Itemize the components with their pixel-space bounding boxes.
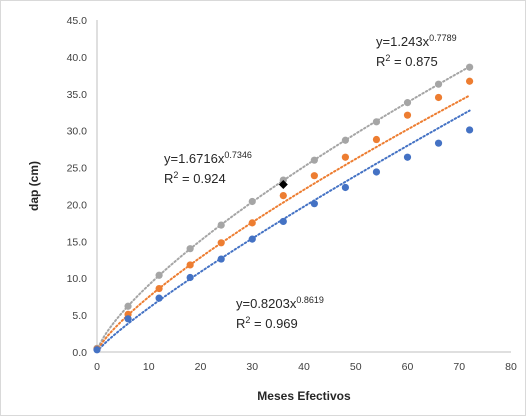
data-point-series-1 <box>341 153 349 161</box>
x-tick-label: 50 <box>350 361 362 373</box>
r2-text-orange: R2 = 0.875 <box>376 53 438 69</box>
axes <box>96 20 511 353</box>
data-point-series-1 <box>155 284 163 293</box>
data-point-series-1 <box>310 172 318 180</box>
data-point-series-1 <box>403 111 412 119</box>
y-tick-label: 5.0 <box>72 310 87 322</box>
data-point-series-2 <box>217 255 225 263</box>
data-point-series-0 <box>466 63 474 71</box>
data-point-series-2 <box>186 273 194 282</box>
data-point-series-2 <box>466 126 474 134</box>
y-tick-label: 15.0 <box>67 236 88 248</box>
y-tick-label: 35.0 <box>67 89 88 101</box>
data-point-series-1 <box>217 239 225 247</box>
data-point-series-1 <box>186 261 194 269</box>
r2-text-grey: R2 = 0.924 <box>164 170 226 186</box>
data-point-series-0 <box>217 221 225 229</box>
data-point-series-2 <box>434 139 443 147</box>
data-point-series-2 <box>341 183 349 192</box>
data-point-series-1 <box>248 219 256 227</box>
y-tick-label: 40.0 <box>67 52 88 64</box>
x-tick-label: 60 <box>402 361 414 373</box>
data-point-series-2 <box>279 217 287 226</box>
y-tick-label: 45.0 <box>67 15 88 27</box>
data-point-series-0 <box>310 156 318 164</box>
y-tick-label: 25.0 <box>67 163 88 175</box>
data-point-series-2 <box>155 294 163 302</box>
data-point-series-0 <box>403 99 412 107</box>
x-tick-label: 40 <box>298 361 310 373</box>
y-tick-label: 20.0 <box>67 199 88 211</box>
x-tick-label: 10 <box>143 361 155 373</box>
y-tick-label: 0.0 <box>72 347 87 359</box>
highlight-diamond-point <box>278 180 288 190</box>
equation-text-orange: y=1.243x0.7789 <box>376 33 457 49</box>
data-point-series-2 <box>124 315 132 323</box>
data-point-series-0 <box>372 118 381 126</box>
y-tick-label: 30.0 <box>67 126 88 138</box>
data-point-series-1 <box>279 191 287 200</box>
data-point-series-2 <box>310 200 318 208</box>
x-tick-label: 70 <box>453 361 465 373</box>
data-points <box>93 63 474 354</box>
x-tick-label: 80 <box>505 361 517 373</box>
r2-text-blue: R2 = 0.969 <box>236 315 298 331</box>
equation-text-grey: y=1.6716x0.7346 <box>164 150 252 166</box>
data-point-series-0 <box>434 80 443 88</box>
data-point-series-1 <box>434 93 443 102</box>
data-point-series-0 <box>341 136 349 144</box>
data-point-series-2 <box>93 346 101 354</box>
x-tick-label: 0 <box>94 361 100 373</box>
y-tick-labels: 0.0 5.0 10.0 15.0 20.0 25.0 30.0 35.0 40.0 45.0 <box>67 15 88 359</box>
x-tick-label: 30 <box>246 361 258 373</box>
equation-annotation-orange: y=1.243x0.7789 R2 = 0.875 <box>376 33 457 69</box>
data-point-series-1 <box>466 77 474 85</box>
x-tick-label: 20 <box>195 361 207 373</box>
x-axis-title: Meses Efectivos <box>257 389 351 403</box>
data-point-series-0 <box>124 302 132 310</box>
data-point-series-2 <box>372 168 381 176</box>
equation-annotation-grey: y=1.6716x0.7346 R2 = 0.924 <box>164 150 252 186</box>
data-point-series-0 <box>155 271 163 279</box>
y-axis-title: dap (cm) <box>27 161 41 211</box>
data-point-series-2 <box>248 235 256 243</box>
equation-annotation-blue: y=0.8203x0.8619 R2 = 0.969 <box>236 295 324 331</box>
data-point-series-1 <box>372 135 381 144</box>
data-point-series-2 <box>403 153 412 161</box>
data-point-series-0 <box>248 197 256 206</box>
x-tick-labels: 0 10 20 30 40 50 60 70 80 <box>94 361 517 373</box>
data-point-series-0 <box>186 245 194 253</box>
equation-text-blue: y=0.8203x0.8619 <box>236 295 324 311</box>
y-tick-label: 10.0 <box>67 273 88 285</box>
